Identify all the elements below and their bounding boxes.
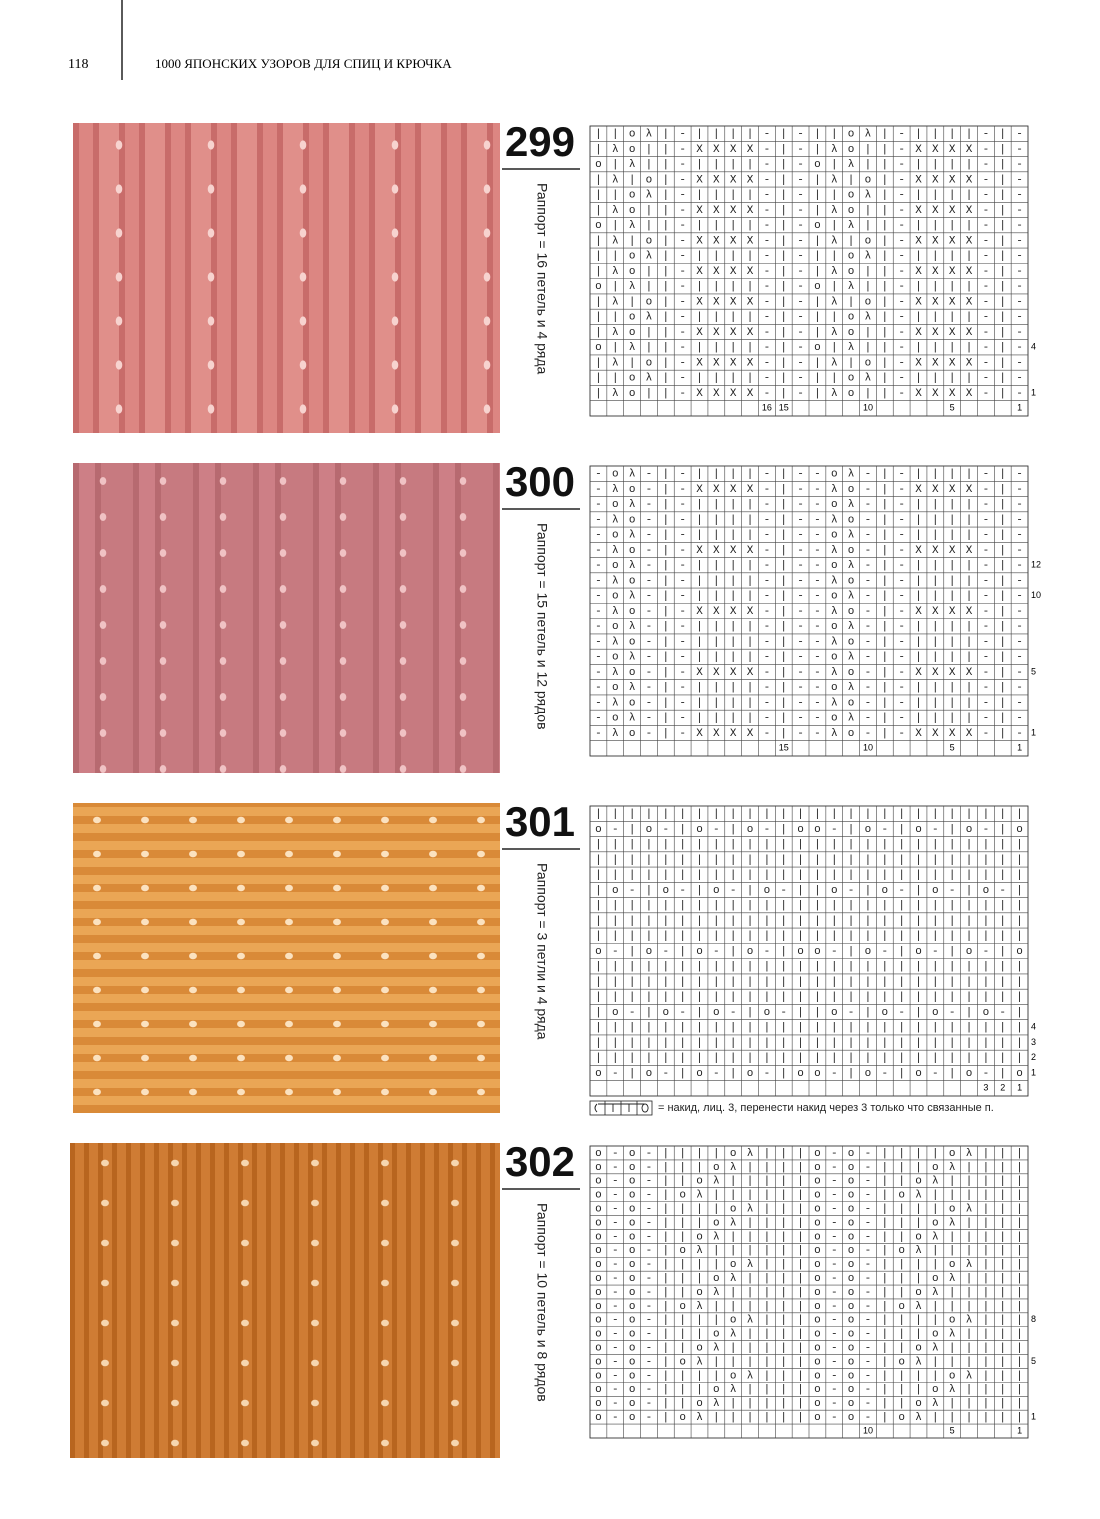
page-number: 118 xyxy=(68,57,88,72)
row-number: 3 xyxy=(1031,1037,1036,1047)
column-number: 10 xyxy=(863,403,873,413)
pattern-number: 300 xyxy=(505,458,575,505)
row-number: 4 xyxy=(1031,342,1036,352)
row-number: 1 xyxy=(1031,1412,1036,1422)
row-number: 12 xyxy=(1031,560,1041,570)
pattern-number: 299 xyxy=(505,118,575,165)
column-number: 1 xyxy=(1017,403,1022,413)
pattern-number: 301 xyxy=(505,798,575,845)
repeat-caption: Раппорт = 16 петель и 4 ряда xyxy=(534,183,550,375)
repeat-caption: Раппорт = 3 петли и 4 ряда xyxy=(534,863,550,1040)
column-number: 10 xyxy=(863,1425,873,1435)
knit-photo xyxy=(73,803,500,1113)
column-number: 10 xyxy=(863,743,873,753)
column-number: 3 xyxy=(983,1083,988,1093)
knit-photo xyxy=(73,463,500,773)
row-number: 1 xyxy=(1031,1067,1036,1077)
book-title: 1000 ЯПОНСКИХ УЗОРОВ ДЛЯ СПИЦ И КРЮЧКА xyxy=(155,56,452,71)
column-number: 1 xyxy=(1017,743,1022,753)
knit-photo xyxy=(73,123,500,433)
repeat-caption: Раппорт = 10 петель и 8 рядов xyxy=(534,1203,550,1402)
row-number: 5 xyxy=(1031,666,1036,676)
pattern-number: 302 xyxy=(505,1138,575,1185)
column-number: 16 xyxy=(762,403,772,413)
repeat-caption: Раппорт = 15 петель и 12 рядов xyxy=(534,523,550,730)
legend-text: = накид, лиц. 3, перенести накид через 3… xyxy=(658,1102,994,1114)
knit-photo xyxy=(70,1143,500,1458)
row-number: 4 xyxy=(1031,1022,1036,1032)
column-number: 15 xyxy=(779,743,789,753)
column-number: 2 xyxy=(1000,1083,1005,1093)
row-number: 2 xyxy=(1031,1052,1036,1062)
row-number: 10 xyxy=(1031,590,1041,600)
row-number: 8 xyxy=(1031,1314,1036,1324)
column-number: 5 xyxy=(950,403,955,413)
legend-symbol xyxy=(589,1100,653,1116)
column-number: 1 xyxy=(1017,1083,1022,1093)
row-number: 1 xyxy=(1031,387,1036,397)
column-number: 5 xyxy=(950,1425,955,1435)
column-number: 1 xyxy=(1017,1425,1022,1435)
column-number: 5 xyxy=(950,743,955,753)
row-number: 1 xyxy=(1031,727,1036,737)
column-number: 15 xyxy=(779,403,789,413)
row-number: 5 xyxy=(1031,1356,1036,1366)
